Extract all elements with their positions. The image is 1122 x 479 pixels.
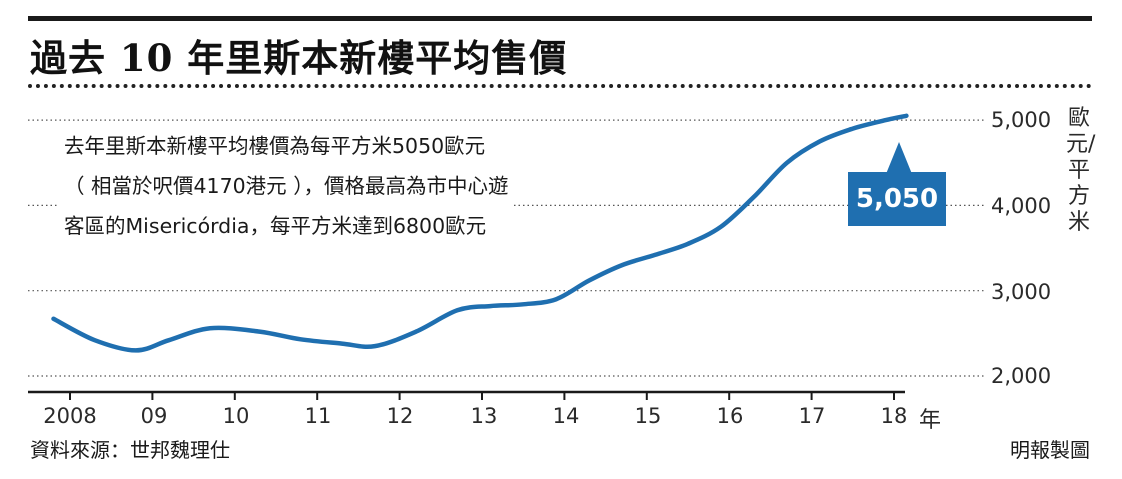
value-callout: 5,050 [848,172,946,226]
x-tick-label: 12 [386,404,414,428]
x-tick-label: 16 [716,404,744,428]
x-tick-label: 14 [552,404,580,428]
x-tick-label: 10 [222,404,250,428]
callout-pointer [886,142,912,174]
top-rule [28,16,1092,21]
y-tick-label: 4,000 [991,194,1052,218]
source-note: 資料來源：世邦魏理仕 [30,438,230,462]
x-tick-label: 17 [798,404,826,428]
x-tick-label: 13 [470,404,498,428]
title-divider [28,84,1092,88]
chart-title: 過去 10 年里斯本新樓平均售價 [30,36,568,80]
y-tick-label: 5,000 [991,108,1052,132]
x-tick-label: 11 [304,404,332,428]
y-axis-unit: 歐元/平方米 [1066,106,1096,235]
x-tick-label: 09 [140,404,168,428]
x-tick-label: 15 [634,404,662,428]
annotation-line: 客區的Misericórdia，每平方米達到6800歐元 [64,214,487,238]
y-tick-label: 2,000 [991,364,1052,388]
annotation-line: 去年里斯本新樓平均樓價為每平方米5050歐元 [64,134,486,158]
price-series-line [51,113,909,353]
annotation-line: （ 相當於呎價4170港元 ），價格最高為市中心遊 [64,174,509,198]
x-tick-label: 2008 [43,404,97,428]
credit-note: 明報製圖 [1010,438,1090,462]
annotation-text: 去年里斯本新樓平均樓價為每平方米5050歐元 （ 相當於呎價4170港元 ），價… [58,126,515,246]
y-tick-label: 3,000 [991,280,1052,304]
x-tick-label: 18 [880,404,908,428]
x-axis-unit: 年 [919,408,942,433]
